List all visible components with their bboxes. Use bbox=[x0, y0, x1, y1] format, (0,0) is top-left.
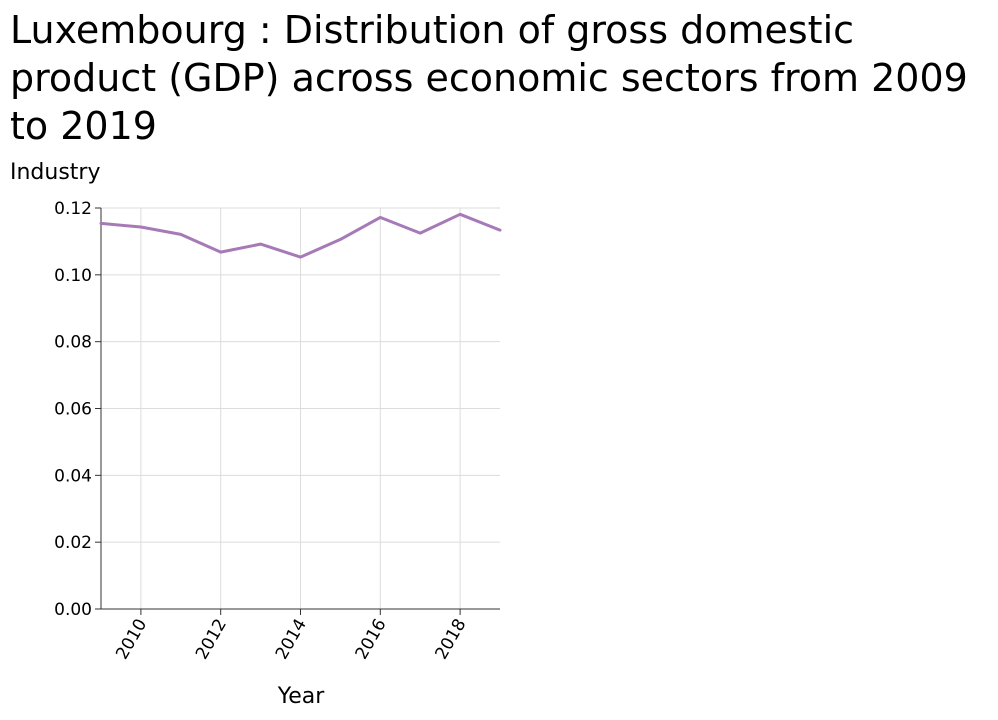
x-tick-label: 2010 bbox=[112, 616, 151, 663]
y-tick-label: 0.10 bbox=[54, 266, 92, 286]
tick-labels: 0.00 0.02 0.04 0.06 0.08 0.10 0.12 2010 2012 2014… bbox=[54, 199, 470, 663]
y-axis-title: Industry bbox=[10, 160, 101, 185]
x-tick-label: 2014 bbox=[272, 616, 311, 663]
x-tick-label: 2016 bbox=[352, 616, 391, 663]
axes bbox=[95, 207, 500, 615]
x-tick-label: 2018 bbox=[431, 616, 470, 663]
y-tick-label: 0.06 bbox=[54, 400, 92, 420]
y-tick-label: 0.02 bbox=[54, 533, 92, 553]
y-tick-label: 0.12 bbox=[54, 199, 92, 219]
x-tick-label: 2012 bbox=[192, 616, 231, 663]
y-tick-label: 0.04 bbox=[54, 466, 92, 486]
series-line-0 bbox=[99, 212, 502, 259]
y-tick-label: 0.00 bbox=[54, 600, 92, 620]
x-axis-title: Year bbox=[277, 684, 326, 709]
grid-lines bbox=[101, 207, 500, 610]
chart-title: Luxembourg : Distribution of gross domes… bbox=[10, 8, 968, 148]
y-tick-label: 0.08 bbox=[54, 333, 92, 353]
series-lines bbox=[99, 212, 502, 259]
